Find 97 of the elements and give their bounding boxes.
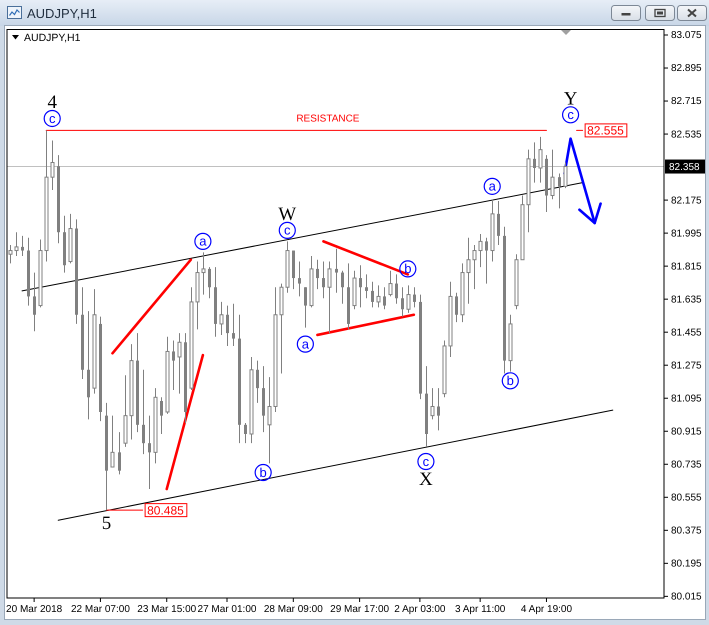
data-label: b xyxy=(404,261,412,276)
data-label: a xyxy=(302,336,310,352)
y-tick-label: 80.015 xyxy=(671,592,702,603)
candlestick xyxy=(268,376,272,464)
candlestick xyxy=(388,270,392,297)
y-tick-label: 80.375 xyxy=(671,526,702,537)
chart-subtitle: AUDJPY,H1 xyxy=(24,32,81,44)
candlestick xyxy=(50,140,54,191)
y-tick-label: 82.535 xyxy=(671,129,702,140)
y-tick-label: 83.075 xyxy=(671,30,702,42)
candlestick xyxy=(485,237,488,284)
candlestick xyxy=(142,369,145,455)
series-label: X xyxy=(419,469,434,490)
candlestick xyxy=(226,305,229,346)
x-tick-label: 20 Mar 2018 xyxy=(6,604,63,616)
candlestick xyxy=(478,234,482,268)
y-tick-label: 80.555 xyxy=(671,492,702,504)
data-label: c xyxy=(284,222,292,238)
series-label: RESISTANCE xyxy=(296,113,360,124)
candlestick xyxy=(244,422,247,444)
candlestick xyxy=(376,284,380,308)
candlestick xyxy=(564,162,568,189)
y-tick-label: 80.915 xyxy=(671,426,702,438)
ref-line-label: 82.358 xyxy=(669,162,700,174)
candlestick xyxy=(455,292,458,323)
y-tick-label: 81.275 xyxy=(671,360,702,372)
x-tick-label: 29 Mar 17:00 xyxy=(330,604,390,616)
candlestick xyxy=(256,360,259,404)
candlestick xyxy=(202,252,206,296)
candlestick xyxy=(497,200,500,246)
candlestick xyxy=(406,284,410,314)
candlestick xyxy=(160,396,163,434)
candlestick xyxy=(232,303,235,346)
x-tick-label: 28 Mar 09:00 xyxy=(264,604,324,616)
candlestick xyxy=(328,261,332,334)
candlestick xyxy=(110,415,114,468)
candlestick xyxy=(383,286,386,310)
candlestick xyxy=(395,274,398,304)
candlestick xyxy=(558,173,561,209)
y-tick-label: 80.195 xyxy=(671,558,702,570)
y-tick-label: 80.735 xyxy=(671,459,702,470)
data-label: b xyxy=(506,373,514,388)
y-tick-label: 81.815 xyxy=(671,261,702,272)
x-tick-label: 22 Mar 07:00 xyxy=(70,604,130,616)
candlestick xyxy=(21,235,24,257)
candlestick xyxy=(472,244,476,290)
candlestick xyxy=(322,261,325,299)
candlestick xyxy=(437,388,440,431)
x-tick-label: 23 Mar 15:00 xyxy=(137,604,197,616)
candlestick xyxy=(220,301,224,336)
y-tick-label: 82.895 xyxy=(671,63,702,74)
candlestick xyxy=(359,264,362,308)
data-label: b xyxy=(260,464,267,480)
candlestick xyxy=(335,248,338,294)
legend-label: 5 xyxy=(102,512,112,534)
candlestick xyxy=(208,266,211,299)
data-label: a xyxy=(199,234,208,249)
data-label: 80.485 xyxy=(147,503,184,518)
candlestick xyxy=(533,142,536,184)
candlestick xyxy=(371,281,374,308)
candlestick xyxy=(550,149,554,200)
candlestick xyxy=(178,332,182,394)
y-tick-label: 82.715 xyxy=(671,96,702,108)
candlestick xyxy=(172,340,175,390)
candlestick xyxy=(118,432,121,475)
candlestick xyxy=(298,261,301,297)
y-tick-label: 81.995 xyxy=(671,228,702,240)
candlestick xyxy=(466,237,470,304)
x-tick-label: 2 Apr 03:00 xyxy=(394,604,446,616)
series-label: W xyxy=(278,204,296,226)
data-label: a xyxy=(488,178,497,194)
candlestick xyxy=(538,136,542,184)
y-tick-label: 81.455 xyxy=(671,327,702,338)
data-label: 82.555 xyxy=(587,124,624,138)
y-tick-label: 81.095 xyxy=(671,393,702,404)
candlestick xyxy=(430,388,434,420)
candlestick xyxy=(14,232,18,257)
candlestick xyxy=(413,286,416,308)
data-label: c xyxy=(48,110,56,126)
candlestick xyxy=(148,415,151,490)
candlestick xyxy=(8,244,12,264)
candlestick xyxy=(365,274,368,299)
y-tick-label: 82.175 xyxy=(671,195,702,206)
candlestick xyxy=(341,270,344,304)
y-tick-label: 81.635 xyxy=(671,294,702,306)
candlestick xyxy=(401,286,404,318)
data-label: c xyxy=(422,454,430,469)
x-tick-label: 3 Apr 11:00 xyxy=(454,604,506,616)
candlestick xyxy=(33,272,36,332)
chart-title: AUDJPY,H1 xyxy=(27,6,97,21)
series-label: Y xyxy=(564,88,578,110)
candlestick xyxy=(304,286,307,328)
series-label: 4 xyxy=(47,92,58,114)
data-label: c xyxy=(567,107,574,122)
candlestick xyxy=(316,259,319,290)
x-tick-label: 4 Apr 19:00 xyxy=(520,604,572,616)
x-tick-label: 27 Mar 01:00 xyxy=(198,604,257,616)
